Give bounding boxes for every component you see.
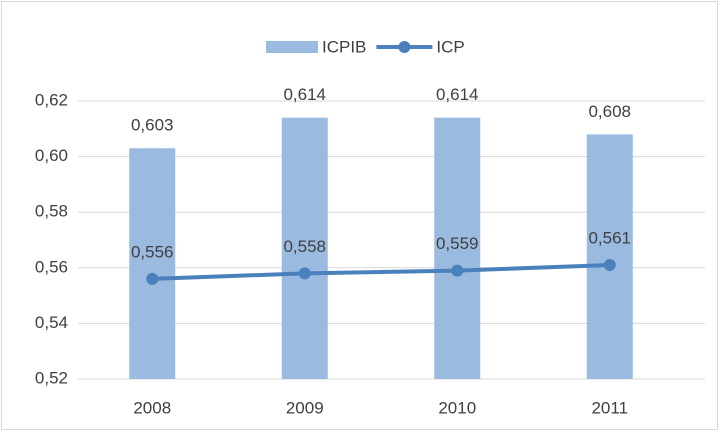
y-tick-label: 0,62 <box>35 90 68 109</box>
y-tick-label: 0,54 <box>35 313 68 332</box>
line-point <box>298 267 311 280</box>
line-point <box>146 272 159 285</box>
x-tick-label: 2010 <box>438 398 476 417</box>
legend-swatch <box>266 41 318 53</box>
bar <box>434 117 481 380</box>
legend-label: ICPIB <box>322 37 366 56</box>
line <box>152 263 610 281</box>
data-label: 0,556 <box>131 242 174 261</box>
line-point <box>451 264 464 277</box>
bar <box>586 134 633 379</box>
bar <box>281 117 328 380</box>
x-tick-label: 2008 <box>133 398 171 417</box>
legend-label: ICP <box>436 37 464 56</box>
data-label: 0,614 <box>436 85 479 104</box>
line-point <box>603 259 616 272</box>
data-label: 0,561 <box>588 229 631 248</box>
y-tick-label: 0,60 <box>35 146 68 165</box>
data-label: 0,603 <box>131 116 174 135</box>
data-label: 0,608 <box>588 102 631 121</box>
y-tick-label: 0,58 <box>35 202 68 221</box>
y-tick-label: 0,52 <box>35 368 68 387</box>
data-label: 0,614 <box>283 85 326 104</box>
data-label: 0,558 <box>283 237 326 256</box>
bar <box>129 148 176 379</box>
data-label: 0,559 <box>436 234 479 253</box>
y-tick-label: 0,56 <box>35 257 68 276</box>
x-tick-label: 2009 <box>286 398 324 417</box>
x-tick-label: 2011 <box>591 398 628 417</box>
legend-swatch <box>398 41 411 53</box>
